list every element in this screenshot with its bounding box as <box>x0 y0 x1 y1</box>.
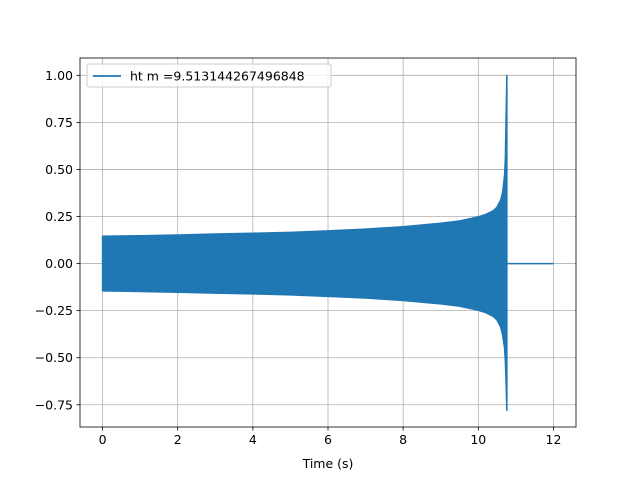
x-axis-label: Time (s) <box>302 456 354 471</box>
y-tick-label: 0.75 <box>45 115 73 130</box>
x-tick-label: 4 <box>249 432 257 447</box>
signal-envelope <box>101 74 508 412</box>
y-tick-label: 0.25 <box>45 209 73 224</box>
ticks-layer: 0 2 4 6 8 10 12 −0.75 −0.50 −0.25 0.00 0.25 0.50 0.75… <box>35 68 562 447</box>
x-tick-label: 6 <box>324 432 332 447</box>
y-tick-label: −0.50 <box>35 350 73 365</box>
x-tick-label: 10 <box>470 432 486 447</box>
legend: ht m =9.513144267496848 <box>86 63 332 88</box>
x-tick-label: 2 <box>174 432 182 447</box>
legend-label: ht m =9.513144267496848 <box>130 69 305 84</box>
y-tick-label: 0.00 <box>45 256 73 271</box>
y-tick-label: −0.25 <box>35 303 73 318</box>
series-layer <box>101 74 554 412</box>
x-tick-label: 0 <box>99 432 107 447</box>
y-tick-label: 0.50 <box>45 162 73 177</box>
y-tick-label: −0.75 <box>35 397 73 412</box>
x-tick-label: 12 <box>546 432 562 447</box>
legend-box <box>86 63 332 88</box>
x-tick-label: 8 <box>399 432 407 447</box>
y-tick-label: 1.00 <box>45 68 73 83</box>
